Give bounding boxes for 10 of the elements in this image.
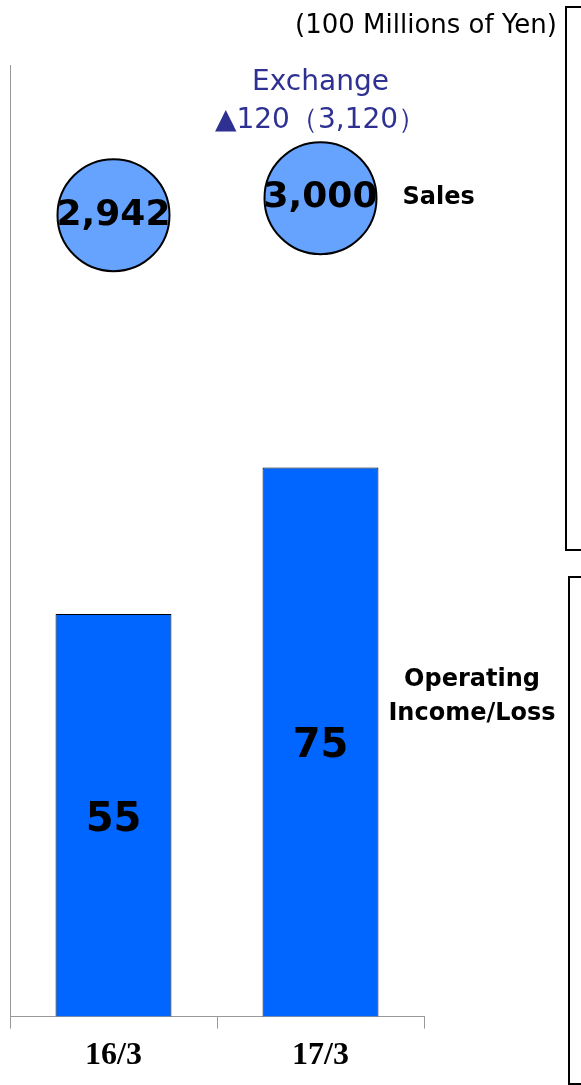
data-label: 3,000 [263, 174, 378, 216]
x-tick-label: 17/3 [292, 1035, 349, 1072]
data-label: 2,942 [56, 191, 171, 233]
series-label: Operating Income/Loss [388, 664, 556, 727]
annotation: Exchange ▲120（3,120） [214, 64, 427, 136]
data-label: 75 [292, 720, 349, 767]
text: (100 Millions of Yen) [295, 8, 557, 39]
x-tick-label: 16/3 [85, 1035, 142, 1072]
series-label: Sales [402, 182, 475, 211]
data-label: 55 [85, 793, 142, 840]
